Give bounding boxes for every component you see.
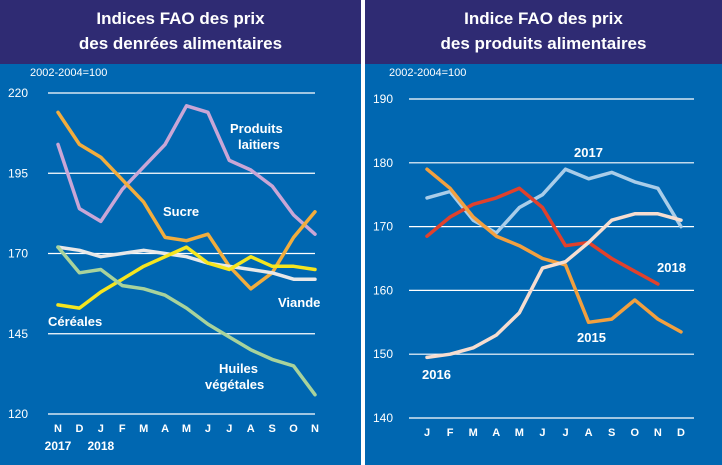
left-chart-x-tick-label: S	[268, 423, 275, 435]
right-chart-x-tick-label: S	[608, 427, 615, 439]
left-chart-x-tick-label: A	[161, 423, 169, 435]
right-chart-x-tick-label: O	[631, 427, 640, 439]
right-chart-y-tick-label: 170	[373, 220, 393, 234]
right-chart-x-tick-label: F	[447, 427, 454, 439]
left-chart-y-tick-label: 120	[8, 407, 28, 421]
right-chart-y-tick-label: 180	[373, 156, 393, 170]
right-chart-panel: Indice FAO des prix des produits aliment…	[365, 0, 722, 465]
left-chart-x-tick-label: A	[247, 423, 255, 435]
left-chart-series-label: laitiers	[238, 137, 280, 152]
left-chart-x-tick-label: F	[119, 423, 126, 435]
left-chart-x-tick-label: M	[182, 423, 191, 435]
left-chart-series-line	[56, 245, 317, 310]
right-chart-x-tick-label: J	[424, 427, 430, 439]
left-chart-unit-label: 2002-2004=100	[30, 67, 108, 79]
right-chart-series-label: 2018	[657, 260, 686, 275]
left-chart-title-line1: Indices FAO des prix	[96, 9, 265, 28]
left-chart-x-tick-label: M	[139, 423, 148, 435]
right-chart-y-tick-label: 160	[373, 283, 393, 297]
right-chart-x-tick-label: J	[539, 427, 545, 439]
left-chart-y-tick-label: 220	[8, 86, 28, 100]
left-chart-x-tick-label: D	[75, 423, 83, 435]
right-chart-title-line2: des produits alimentaires	[440, 34, 647, 53]
left-chart-y-tick-label: 145	[8, 327, 28, 341]
left-chart-panel: Indices FAO des prix des denrées aliment…	[0, 0, 361, 465]
right-chart-series-line	[425, 212, 683, 360]
left-chart-series-label: Viande	[278, 295, 320, 310]
left-chart-series-line	[56, 245, 317, 281]
left-chart-y-tick-label: 170	[8, 247, 28, 261]
right-chart-x-tick-label: M	[469, 427, 478, 439]
right-chart-title-bar: Indice FAO des prix des produits aliment…	[365, 0, 722, 64]
right-chart-y-tick-label: 140	[373, 411, 393, 425]
right-chart-x-tick-label: A	[492, 427, 500, 439]
right-chart-x-tick-label: D	[677, 427, 685, 439]
right-chart-title-line1: Indice FAO des prix	[464, 9, 623, 28]
right-chart-x-tick-label: M	[515, 427, 524, 439]
left-chart-series-label: végétales	[205, 377, 264, 392]
left-chart-series-label: Huiles	[219, 361, 258, 376]
right-chart-x-tick-label: J	[562, 427, 568, 439]
right-chart-y-tick-label: 150	[373, 347, 393, 361]
right-chart-series-label: 2015	[577, 330, 606, 345]
left-chart-x-tick-label: J	[98, 423, 104, 435]
left-chart-year-label: 2018	[87, 439, 114, 453]
left-chart-year-label: 2017	[45, 439, 72, 453]
left-chart-x-tick-label: N	[54, 423, 62, 435]
left-chart-x-tick-label: N	[311, 423, 319, 435]
left-chart-y-tick-label: 195	[8, 166, 28, 180]
right-chart-series-line	[425, 167, 683, 235]
left-chart-title-bar: Indices FAO des prix des denrées aliment…	[0, 0, 361, 64]
right-chart-plot: 140 150 160 170 180 190 J F M A M J J A S O N D 2017 2018 20…	[373, 92, 694, 439]
left-chart-series-line	[56, 104, 317, 236]
right-chart-series-label: 2017	[574, 145, 603, 160]
left-chart-plot: 120 145 170 195 220 N D J F M A M J J A S O N 2017 2018 Prod…	[8, 86, 320, 453]
left-chart-series-label: Céréales	[48, 314, 102, 329]
left-chart-x-tick-label: J	[205, 423, 211, 435]
right-chart-series-line	[425, 167, 683, 334]
left-chart-series-label: Produits	[230, 121, 283, 136]
left-chart-series-label: Sucre	[163, 204, 199, 219]
right-chart-unit-label: 2002-2004=100	[389, 67, 467, 79]
right-chart-y-tick-label: 190	[373, 92, 393, 106]
left-chart-series-line	[56, 245, 317, 397]
left-chart-title-line2: des denrées alimentaires	[78, 34, 283, 53]
right-chart-series-label: 2016	[422, 367, 451, 382]
left-chart-x-tick-label: O	[289, 423, 298, 435]
right-chart-x-tick-label: N	[654, 427, 662, 439]
right-chart-x-tick-label: A	[585, 427, 593, 439]
left-chart-x-tick-label: J	[226, 423, 232, 435]
